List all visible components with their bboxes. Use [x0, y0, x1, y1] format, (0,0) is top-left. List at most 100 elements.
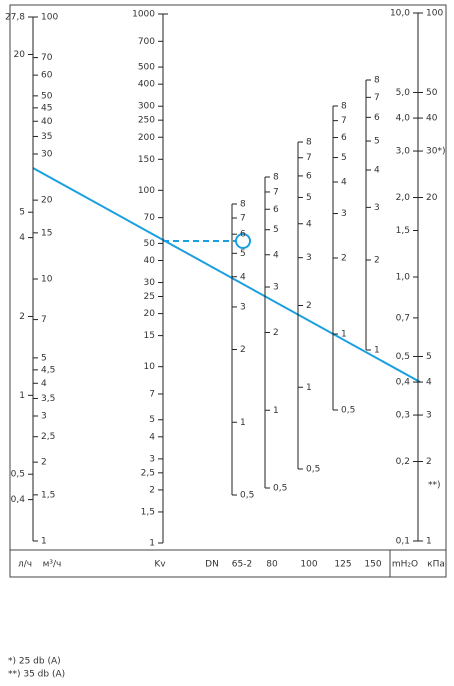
tick-label: 30	[144, 278, 156, 288]
tick-label: 0,5	[273, 484, 287, 494]
tick-label: 2	[306, 301, 312, 311]
tick-label: 1,0	[396, 273, 411, 283]
tick-label: 5	[41, 353, 47, 363]
header-label: DN	[205, 560, 219, 570]
tick-label: 5,0	[396, 88, 411, 98]
tick-label: 0,7	[396, 313, 410, 323]
tick-label: 3	[149, 454, 155, 464]
header-label: 125	[334, 560, 351, 570]
footnote: *) 25 db (A)	[8, 657, 61, 667]
tick-label: 700	[138, 37, 155, 47]
tick-label: 10	[41, 275, 53, 285]
tick-label: 150	[138, 155, 155, 165]
tick-label: 2	[341, 254, 347, 264]
tick-label: 0,3	[396, 411, 410, 421]
tick-label: 60	[41, 71, 53, 81]
tick-label: 70	[144, 213, 156, 223]
tick-label: 10,0	[390, 9, 410, 19]
tick-label: 45	[41, 103, 52, 113]
tick-label: 0,5	[306, 465, 320, 475]
header-label: м³/ч	[43, 560, 62, 570]
tick-label: 27,8	[5, 13, 25, 23]
tick-label: 8	[273, 173, 279, 183]
tick-label: 30*)	[426, 147, 445, 157]
header-label: 80	[266, 560, 278, 570]
tick-label: 1,5	[41, 490, 55, 500]
tick-label: 6	[306, 171, 312, 181]
tick-label: 2	[273, 328, 279, 338]
tick-label: 7	[341, 116, 347, 126]
tick-label: 10	[144, 362, 156, 372]
tick-label: 1	[41, 537, 47, 547]
header-label: mH₂O	[392, 560, 418, 570]
tick-label: 8	[341, 102, 347, 112]
tick-label: 3,0	[396, 147, 411, 157]
tick-label: 25	[144, 292, 155, 302]
tick-label: 7	[240, 214, 246, 224]
tick-label: 3	[41, 411, 47, 421]
header-label: кПа	[427, 560, 445, 570]
tick-label: 1	[374, 346, 380, 356]
tick-label: 0,5	[240, 491, 254, 501]
tick-label: 7	[149, 389, 155, 399]
tick-label: 4	[374, 166, 380, 176]
tick-label: 2	[19, 312, 25, 322]
tick-label: 3	[426, 411, 432, 421]
tick-label: 2	[240, 345, 246, 355]
tick-label: 50	[426, 88, 438, 98]
tick-label: 4,5	[41, 365, 55, 375]
tick-label: 40	[426, 114, 438, 124]
tick-label: 20	[14, 50, 26, 60]
tick-label: 5	[273, 225, 279, 235]
tick-label: 0,5	[341, 406, 355, 416]
tick-label: 6	[374, 113, 380, 123]
tick-label: 4	[240, 272, 246, 282]
tick-label: 5	[149, 415, 155, 425]
tick-label: 4	[19, 233, 25, 243]
tick-label: 4,0	[396, 114, 411, 124]
tick-label: 30	[41, 149, 53, 159]
tick-label: 6	[240, 230, 246, 240]
tick-label: 15	[41, 228, 52, 238]
tick-label: 2	[426, 457, 432, 467]
tick-label: 8	[306, 138, 312, 148]
tick-label: 1	[273, 406, 279, 416]
tick-label: 70	[41, 53, 53, 63]
tick-label: 1	[341, 330, 347, 340]
header-label: 65-2	[232, 560, 252, 570]
note: **)	[428, 481, 441, 491]
tick-label: 4	[306, 219, 312, 229]
tick-label: 4	[41, 379, 47, 389]
tick-label: 1	[149, 539, 155, 549]
example-line	[32, 167, 421, 383]
header-label: 150	[364, 560, 381, 570]
tick-label: 0,5	[11, 470, 25, 480]
tick-label: 6	[273, 205, 279, 215]
tick-label: 0,2	[396, 457, 410, 467]
tick-label: 3	[374, 203, 380, 213]
tick-label: 0,1	[396, 537, 410, 547]
header-label: л/ч	[18, 560, 32, 570]
tick-label: 6	[341, 133, 347, 143]
tick-label: 100	[41, 13, 58, 23]
tick-label: 1	[426, 537, 432, 547]
tick-label: 2,0	[396, 193, 411, 203]
tick-label: 4	[149, 432, 155, 442]
tick-label: 1000	[132, 10, 155, 20]
frame	[9, 4, 447, 578]
tick-label: 1,5	[396, 226, 410, 236]
tick-label: 5	[426, 352, 432, 362]
tick-label: 5	[306, 193, 312, 203]
tick-label: 35	[41, 132, 52, 142]
tick-label: 500	[138, 63, 155, 73]
tick-label: 7	[41, 315, 47, 325]
tick-label: 4	[341, 178, 347, 188]
header-label: 100	[300, 560, 317, 570]
example-marker	[235, 233, 251, 249]
tick-label: 8	[240, 200, 246, 210]
tick-label: 400	[138, 80, 155, 90]
tick-label: 3	[273, 283, 279, 293]
tick-label: 2	[149, 485, 155, 495]
tick-label: 1	[306, 383, 312, 393]
